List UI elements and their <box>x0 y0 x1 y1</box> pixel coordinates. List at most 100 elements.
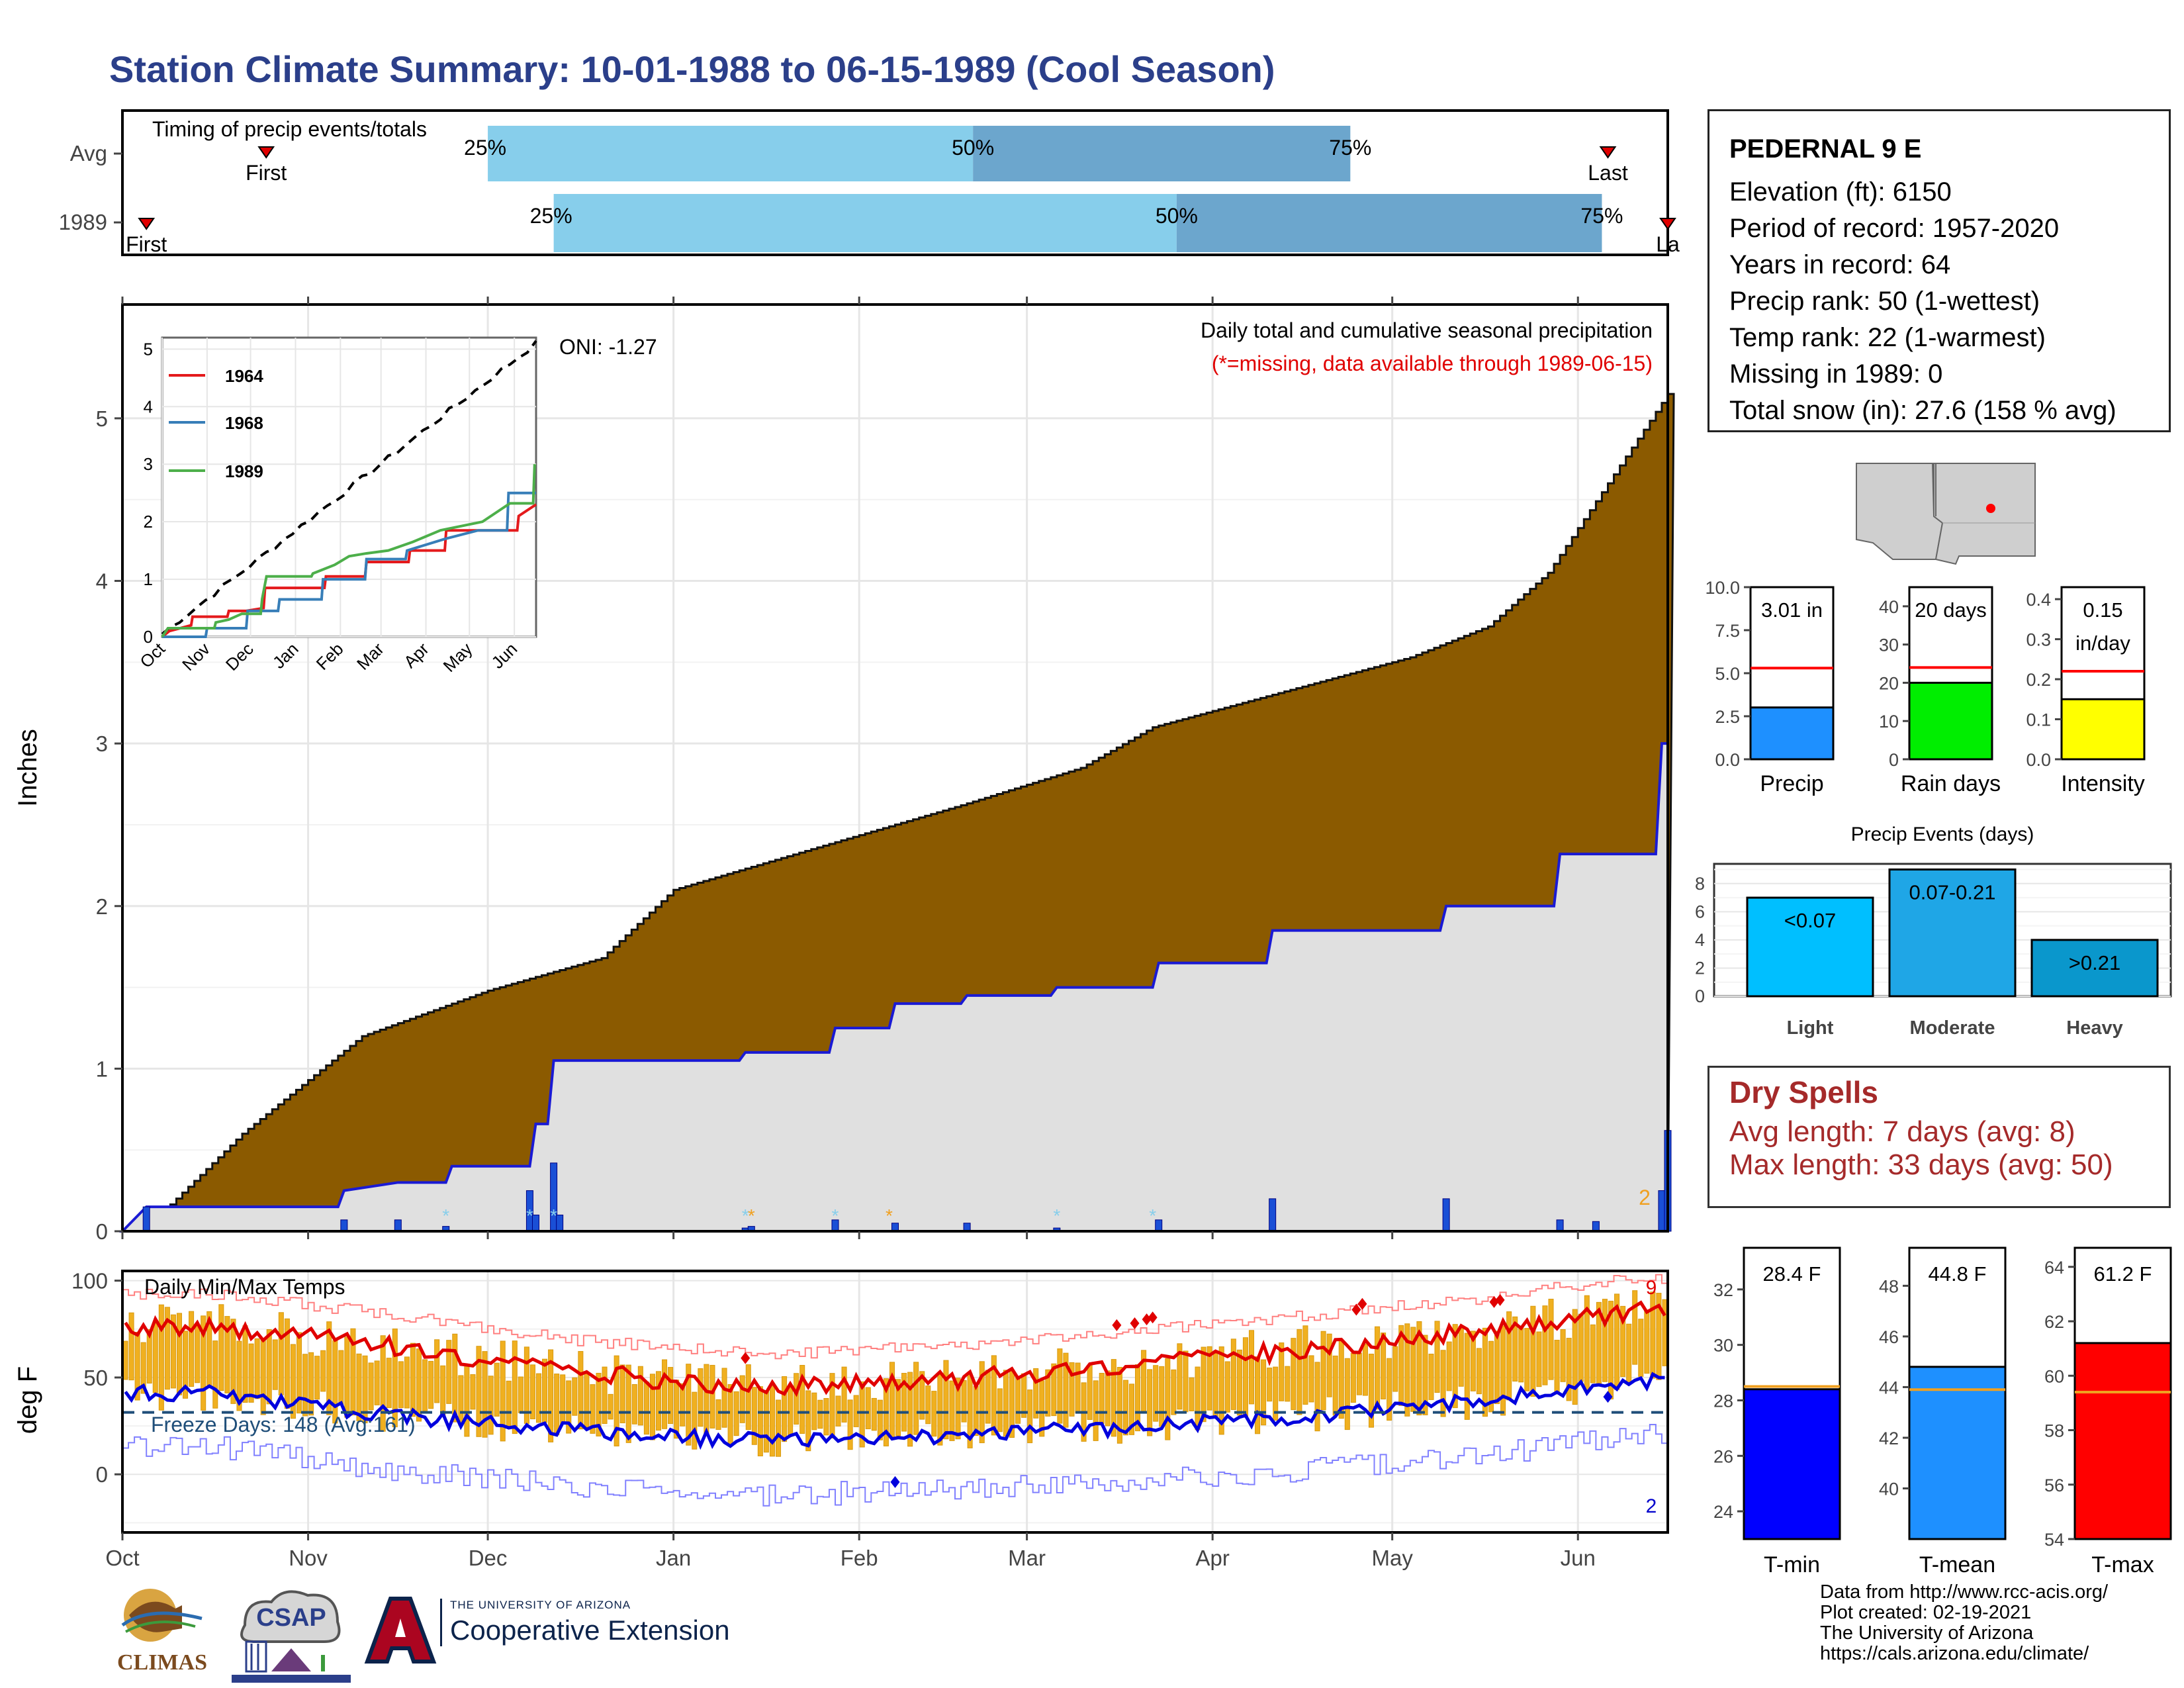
timing-bar-q50-q75 <box>973 126 1351 181</box>
credits: Data from http://www.rcc-acis.org/ Plot … <box>1820 1582 2108 1664</box>
daily-temp-bar <box>529 1364 535 1419</box>
daily-temp-bar <box>1195 1366 1201 1430</box>
daily-temp-bar <box>1242 1337 1248 1418</box>
daily-precip-bar <box>394 1219 402 1232</box>
daily-temp-bar <box>1230 1338 1236 1410</box>
daily-precip-bar <box>1155 1219 1163 1232</box>
precip-y-axis-label: Inches <box>13 729 42 807</box>
summary-bar-fill <box>2060 698 2146 761</box>
daily-temp-bar <box>1122 1380 1128 1436</box>
inset-y-tick-label: 0 <box>144 627 153 647</box>
timing-last-marker <box>1659 218 1676 230</box>
daily-temp-bar <box>170 1314 176 1389</box>
events-y-tick-label: 4 <box>1695 930 1705 950</box>
daily-temp-bar <box>584 1372 590 1428</box>
coop-text: Cooperative Extension <box>450 1615 730 1646</box>
daily-temp-bar <box>140 1342 146 1394</box>
precip-events-title: Precip Events (days) <box>1851 823 2034 845</box>
daily-precip-bar <box>556 1214 564 1232</box>
daily-temp-bar <box>476 1346 482 1437</box>
daily-temp-bar <box>1542 1305 1548 1385</box>
daily-temp-bar <box>1428 1354 1434 1400</box>
dry-spells-title: Dry Spells <box>1729 1075 1878 1109</box>
locator-map <box>1846 460 2036 566</box>
daily-temp-bar <box>1302 1325 1308 1405</box>
daily-temp-bar <box>535 1373 542 1423</box>
daily-temp-bar <box>1267 1367 1273 1402</box>
daily-temp-bar <box>554 1374 560 1436</box>
daily-temp-bar <box>871 1397 877 1431</box>
daily-temp-bar <box>985 1370 991 1424</box>
snow-marker: * <box>1053 1205 1060 1226</box>
daily-temp-bar <box>1392 1346 1398 1392</box>
observed-cumulative-area <box>119 742 1669 1233</box>
daily-temp-bar <box>1404 1323 1410 1417</box>
timing-first-marker <box>138 218 156 230</box>
daily-temp-bar <box>1524 1328 1530 1391</box>
daily-temp-bar <box>308 1352 314 1416</box>
temp-y-tick-label: 100 <box>71 1269 108 1293</box>
daily-precip-bar <box>142 1206 150 1232</box>
daily-temp-bar <box>488 1376 494 1435</box>
timing-pct-label: 25% <box>530 204 572 228</box>
daily-temp-bar <box>1045 1369 1051 1417</box>
daily-temp-bar <box>1620 1305 1626 1378</box>
daily-temp-bar <box>1273 1366 1279 1421</box>
timing-first-marker <box>257 146 275 159</box>
events-bar-label: 0.07-0.21 <box>1909 881 1996 904</box>
daily-temp-bar <box>1548 1299 1554 1380</box>
summary-bar-fill <box>1908 681 1993 761</box>
month-label: Dec <box>469 1546 508 1570</box>
daily-temp-bar <box>183 1331 189 1399</box>
daily-temp-bar <box>1021 1373 1027 1418</box>
timing-last-label: La <box>1656 232 1680 256</box>
daily-temp-bar <box>1087 1364 1093 1420</box>
timing-bar-q25-q50 <box>553 194 1177 252</box>
daily-temp-bar <box>201 1315 206 1411</box>
daily-temp-bar <box>865 1387 871 1430</box>
daily-temp-bar <box>961 1380 967 1423</box>
summary-bar-tick-label: 2.5 <box>1715 707 1740 727</box>
daily-temp-bar <box>1147 1369 1153 1436</box>
daily-temp-bar <box>548 1349 554 1442</box>
daily-temp-bar <box>1608 1301 1614 1399</box>
daily-temp-bar <box>1662 1299 1668 1366</box>
daily-temp-bar <box>596 1372 602 1436</box>
daily-temp-bar <box>913 1362 919 1435</box>
daily-temp-bar <box>1320 1331 1326 1411</box>
daily-temp-bar <box>1171 1369 1177 1415</box>
daily-temp-bar <box>937 1372 943 1446</box>
daily-temp-bar <box>1075 1362 1081 1414</box>
daily-temp-bar <box>782 1376 788 1442</box>
daily-temp-bar <box>1099 1372 1105 1424</box>
precip-count-label: 2 <box>1639 1186 1651 1209</box>
daily-temp-bar <box>398 1361 404 1409</box>
events-y-tick-label: 8 <box>1695 874 1705 894</box>
daily-temp-bar <box>1201 1346 1206 1423</box>
daily-temp-bar <box>1464 1333 1470 1420</box>
events-category-label: Heavy <box>2066 1017 2122 1039</box>
temp-summary-label: T-min <box>1764 1552 1820 1577</box>
record-max-line <box>122 1274 1668 1360</box>
daily-temp-bar <box>943 1360 949 1440</box>
summary-bar-tick-label: 0.2 <box>2026 670 2051 690</box>
summary-bar-tick-label: 0.0 <box>1715 750 1740 770</box>
inset-legend-1968: 1968 <box>225 413 263 433</box>
events-bar <box>1888 868 2017 998</box>
snow-marker: * <box>742 1205 749 1226</box>
climas-logo-text: CLIMAS <box>116 1650 208 1675</box>
daily-temp-bar <box>1224 1361 1230 1413</box>
daily-temp-bar <box>877 1399 883 1440</box>
temp-summary-tick-label: 26 <box>1713 1446 1733 1466</box>
timing-first-label: First <box>246 161 287 185</box>
snow-marker: * <box>748 1205 755 1226</box>
daily-temp-bar <box>1236 1349 1242 1416</box>
snow-marker: * <box>1149 1205 1156 1226</box>
month-label: Feb <box>841 1546 878 1570</box>
events-bar-label: <0.07 <box>1784 909 1836 932</box>
summary-bar-tick-label: 20 <box>1879 673 1899 693</box>
daily-temp-bar <box>931 1391 937 1437</box>
daily-temp-bar <box>212 1340 218 1409</box>
daily-temp-bar <box>1632 1290 1638 1365</box>
daily-temp-bar <box>655 1371 662 1431</box>
